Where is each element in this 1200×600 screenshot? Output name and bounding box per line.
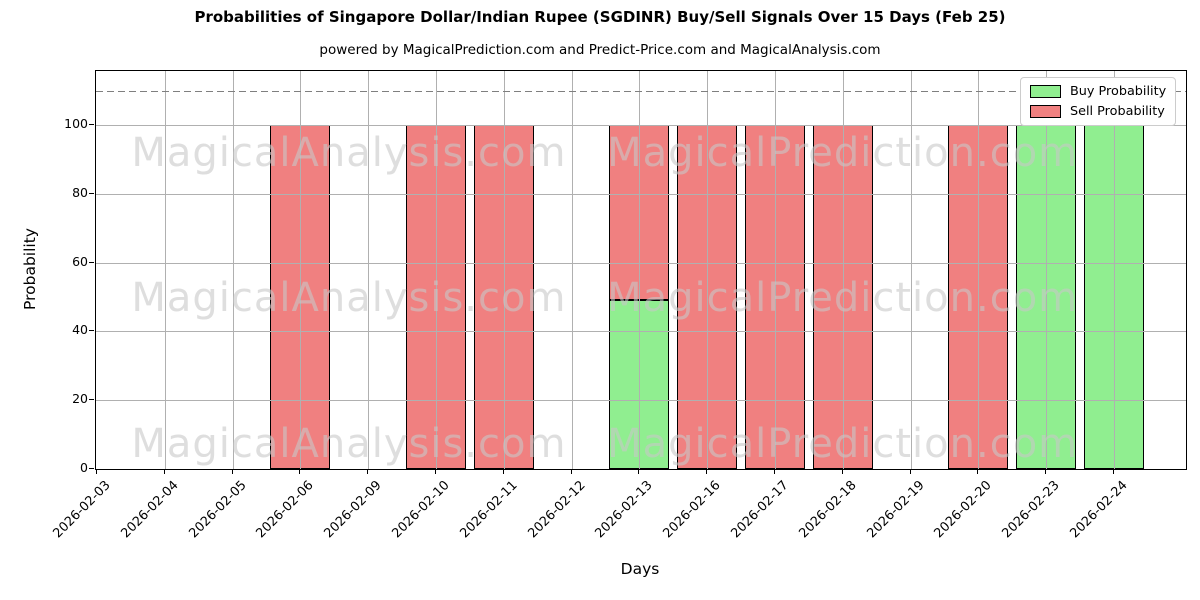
bar-segment-buy-2026-02-23	[1016, 125, 1077, 469]
legend-item-buy: Buy Probability	[1030, 83, 1166, 100]
y-tick-80	[89, 192, 94, 194]
bar-segment-sell-2026-02-13	[609, 125, 670, 301]
gridline-x-2026-02-09	[368, 71, 370, 469]
y-tick-40	[89, 330, 94, 332]
x-tick-2026-02-06	[299, 469, 301, 474]
y-tick-label-0: 0	[80, 460, 88, 475]
x-tick-2026-02-11	[502, 469, 504, 474]
y-tick-0	[89, 468, 94, 469]
y-tick-60	[89, 261, 94, 263]
gridline-x-2026-02-20	[978, 71, 980, 469]
x-tick-2026-02-20	[977, 469, 979, 474]
x-tick-label-2026-02-05: 2026-02-05	[186, 478, 250, 542]
y-tick-label-20: 20	[72, 391, 88, 407]
y-tick-label-100: 100	[64, 116, 88, 131]
sell-swatch-icon	[1030, 105, 1061, 118]
x-tick-label-2026-02-17: 2026-02-17	[728, 478, 792, 542]
watermark-magicalanalysis: MagicalAnalysis.com	[131, 129, 567, 176]
bar-segment-sell-2026-02-10	[406, 125, 466, 469]
gridline-y-20	[96, 400, 1186, 402]
x-tick-2026-02-04	[163, 469, 165, 474]
y-tick-100	[89, 124, 94, 125]
y-tick-label-40: 40	[72, 322, 88, 338]
x-tick-label-2026-02-24: 2026-02-24	[1067, 478, 1131, 542]
x-tick-label-2026-02-23: 2026-02-23	[999, 478, 1063, 542]
x-tick-2026-02-09	[367, 469, 369, 474]
x-tick-label-2026-02-11: 2026-02-11	[457, 478, 521, 542]
x-tick-label-2026-02-12: 2026-02-12	[525, 478, 589, 542]
gridline-x-2026-02-23	[1046, 71, 1048, 469]
gridline-x-2026-02-18	[842, 71, 844, 469]
legend-label-buy: Buy Probability	[1070, 84, 1167, 99]
bar-segment-sell-2026-02-06	[270, 125, 331, 469]
gridline-x-2026-02-10	[436, 71, 437, 469]
x-tick-2026-02-05	[231, 469, 233, 474]
x-tick-2026-02-13	[638, 469, 640, 474]
gridline-x-2026-02-17	[775, 71, 776, 469]
y-axis-label: Probability	[21, 228, 39, 310]
y-tick-20	[89, 399, 94, 401]
x-tick-2026-02-24	[1113, 469, 1114, 474]
x-tick-label-2026-02-19: 2026-02-19	[864, 478, 928, 542]
x-tick-label-2026-02-18: 2026-02-18	[796, 478, 860, 542]
legend-label-sell: Sell Probability	[1070, 104, 1165, 119]
legend: Buy Probability Sell Probability	[1020, 77, 1177, 126]
watermark-magicalanalysis: MagicalAnalysis.com	[131, 420, 567, 467]
gridline-y-60	[96, 262, 1186, 264]
x-axis-label: Days	[620, 560, 660, 578]
gridline-x-2026-02-06	[300, 71, 302, 469]
threshold-line-layer	[96, 71, 1186, 469]
gridline-y-40	[96, 331, 1186, 333]
x-tick-label-2026-02-03: 2026-02-03	[50, 478, 114, 542]
grid-layer	[96, 71, 1186, 469]
x-tick-label-2026-02-13: 2026-02-13	[592, 478, 656, 542]
x-tick-2026-02-10	[435, 469, 436, 474]
y-tick-label-80: 80	[72, 184, 88, 200]
bar-segment-sell-2026-02-17	[745, 125, 805, 469]
watermark-magicalanalysis: MagicalAnalysis.com	[131, 274, 567, 321]
gridline-x-2026-02-13	[639, 71, 641, 469]
buy-swatch-icon	[1030, 85, 1061, 98]
watermark-magicalprediction: MagicalPrediction.com	[607, 274, 1079, 321]
watermark-magicalprediction: MagicalPrediction.com	[607, 129, 1079, 176]
x-tick-label-2026-02-09: 2026-02-09	[321, 478, 385, 542]
watermark-magicalprediction: MagicalPrediction.com	[607, 420, 1079, 467]
x-tick-2026-02-23	[1045, 469, 1047, 474]
x-tick-label-2026-02-04: 2026-02-04	[118, 478, 182, 542]
gridline-x-2026-02-11	[503, 71, 505, 469]
chart-subtitle: powered by MagicalPrediction.com and Pre…	[319, 42, 881, 58]
y-tick-label-60: 60	[72, 253, 88, 269]
bars-layer	[96, 71, 1186, 469]
watermark-layer: MagicalAnalysis.com MagicalPrediction.com…	[96, 71, 1186, 469]
gridline-x-2026-02-19	[910, 71, 912, 469]
x-tick-label-2026-02-06: 2026-02-06	[253, 478, 317, 542]
bar-segment-sell-2026-02-20	[948, 125, 1009, 469]
gridline-x-2026-02-16	[707, 71, 709, 469]
x-tick-2026-02-12	[570, 469, 572, 474]
x-tick-2026-02-03	[96, 469, 97, 474]
x-tick-label-2026-02-20: 2026-02-20	[931, 478, 995, 542]
x-tick-2026-02-19	[909, 469, 911, 474]
gridline-x-2026-02-24	[1114, 71, 1115, 469]
gridline-y-80	[96, 193, 1186, 195]
x-tick-2026-02-18	[841, 469, 843, 474]
x-tick-label-2026-02-16: 2026-02-16	[660, 478, 724, 542]
gridline-x-2026-02-05	[232, 71, 234, 469]
gridline-x-2026-02-12	[571, 71, 573, 469]
x-tick-2026-02-16	[706, 469, 708, 474]
plot-area: MagicalAnalysis.com MagicalPrediction.com…	[95, 70, 1187, 470]
bar-segment-buy-2026-02-24	[1084, 125, 1144, 469]
bar-segment-sell-2026-02-18	[812, 125, 873, 469]
chart-title: Probabilities of Singapore Dollar/Indian…	[194, 8, 1006, 26]
legend-item-sell: Sell Probability	[1030, 103, 1166, 120]
bar-segment-sell-2026-02-11	[473, 125, 534, 469]
bar-segment-buy-2026-02-13	[609, 300, 670, 469]
x-tick-2026-02-17	[774, 469, 775, 474]
x-tick-label-2026-02-10: 2026-02-10	[389, 478, 453, 542]
bar-segment-sell-2026-02-16	[677, 125, 738, 469]
gridline-x-2026-02-04	[164, 71, 166, 469]
